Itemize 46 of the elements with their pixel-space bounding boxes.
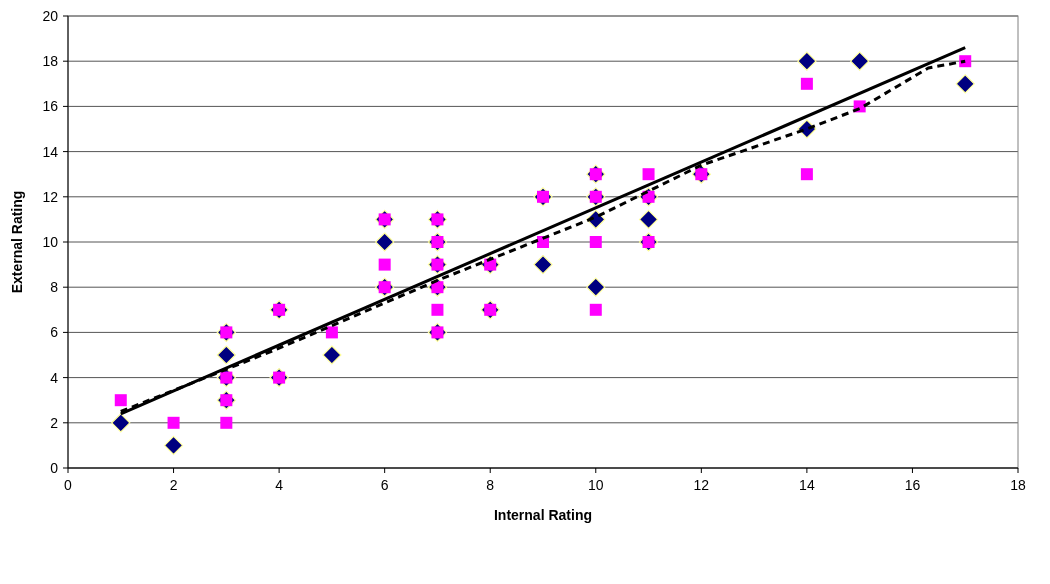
point: [589, 236, 602, 248]
point: [533, 255, 553, 275]
y-tick-label: 18: [42, 53, 59, 70]
point: [167, 416, 180, 429]
point: [220, 416, 233, 429]
point: [959, 55, 972, 68]
point: [325, 326, 338, 339]
x-tick-label: 18: [1010, 477, 1026, 493]
y-tick-label: 0: [50, 460, 59, 476]
point: [850, 51, 870, 71]
x-tick-label: 10: [587, 477, 604, 493]
point: [642, 168, 655, 181]
point: [800, 168, 813, 181]
y-tick-label: 2: [50, 414, 59, 431]
x-axis-title: Internal Rating: [493, 507, 593, 523]
y-tick-label: 12: [42, 188, 59, 205]
point: [797, 51, 817, 71]
point: [586, 277, 606, 297]
y-tick-label: 14: [42, 143, 59, 160]
x-tick-label: 0: [64, 477, 73, 493]
point: [322, 345, 342, 365]
point: [955, 74, 975, 94]
x-tick-label: 6: [380, 477, 389, 493]
point: [800, 77, 813, 90]
y-tick-label: 16: [42, 98, 59, 115]
point: [114, 394, 127, 407]
y-tick-label: 10: [42, 234, 59, 250]
point: [163, 435, 184, 455]
point: [216, 345, 236, 365]
x-tick-label: 12: [693, 477, 710, 493]
y-tick-label: 20: [42, 8, 59, 24]
point: [378, 258, 391, 271]
point: [431, 303, 444, 316]
point: [589, 303, 602, 316]
point: [111, 413, 131, 433]
y-tick-label: 6: [50, 324, 59, 341]
x-tick-label: 2: [169, 477, 178, 493]
x-tick-label: 4: [275, 477, 284, 493]
x-tick-label: 14: [799, 477, 815, 493]
y-tick-label: 4: [50, 369, 59, 386]
y-tick-label: 8: [50, 279, 59, 296]
x-tick-label: 16: [904, 477, 921, 493]
point: [638, 209, 659, 229]
x-tick-label: 8: [486, 477, 495, 493]
point: [375, 232, 395, 252]
y-axis-title: External Rating: [9, 190, 25, 294]
